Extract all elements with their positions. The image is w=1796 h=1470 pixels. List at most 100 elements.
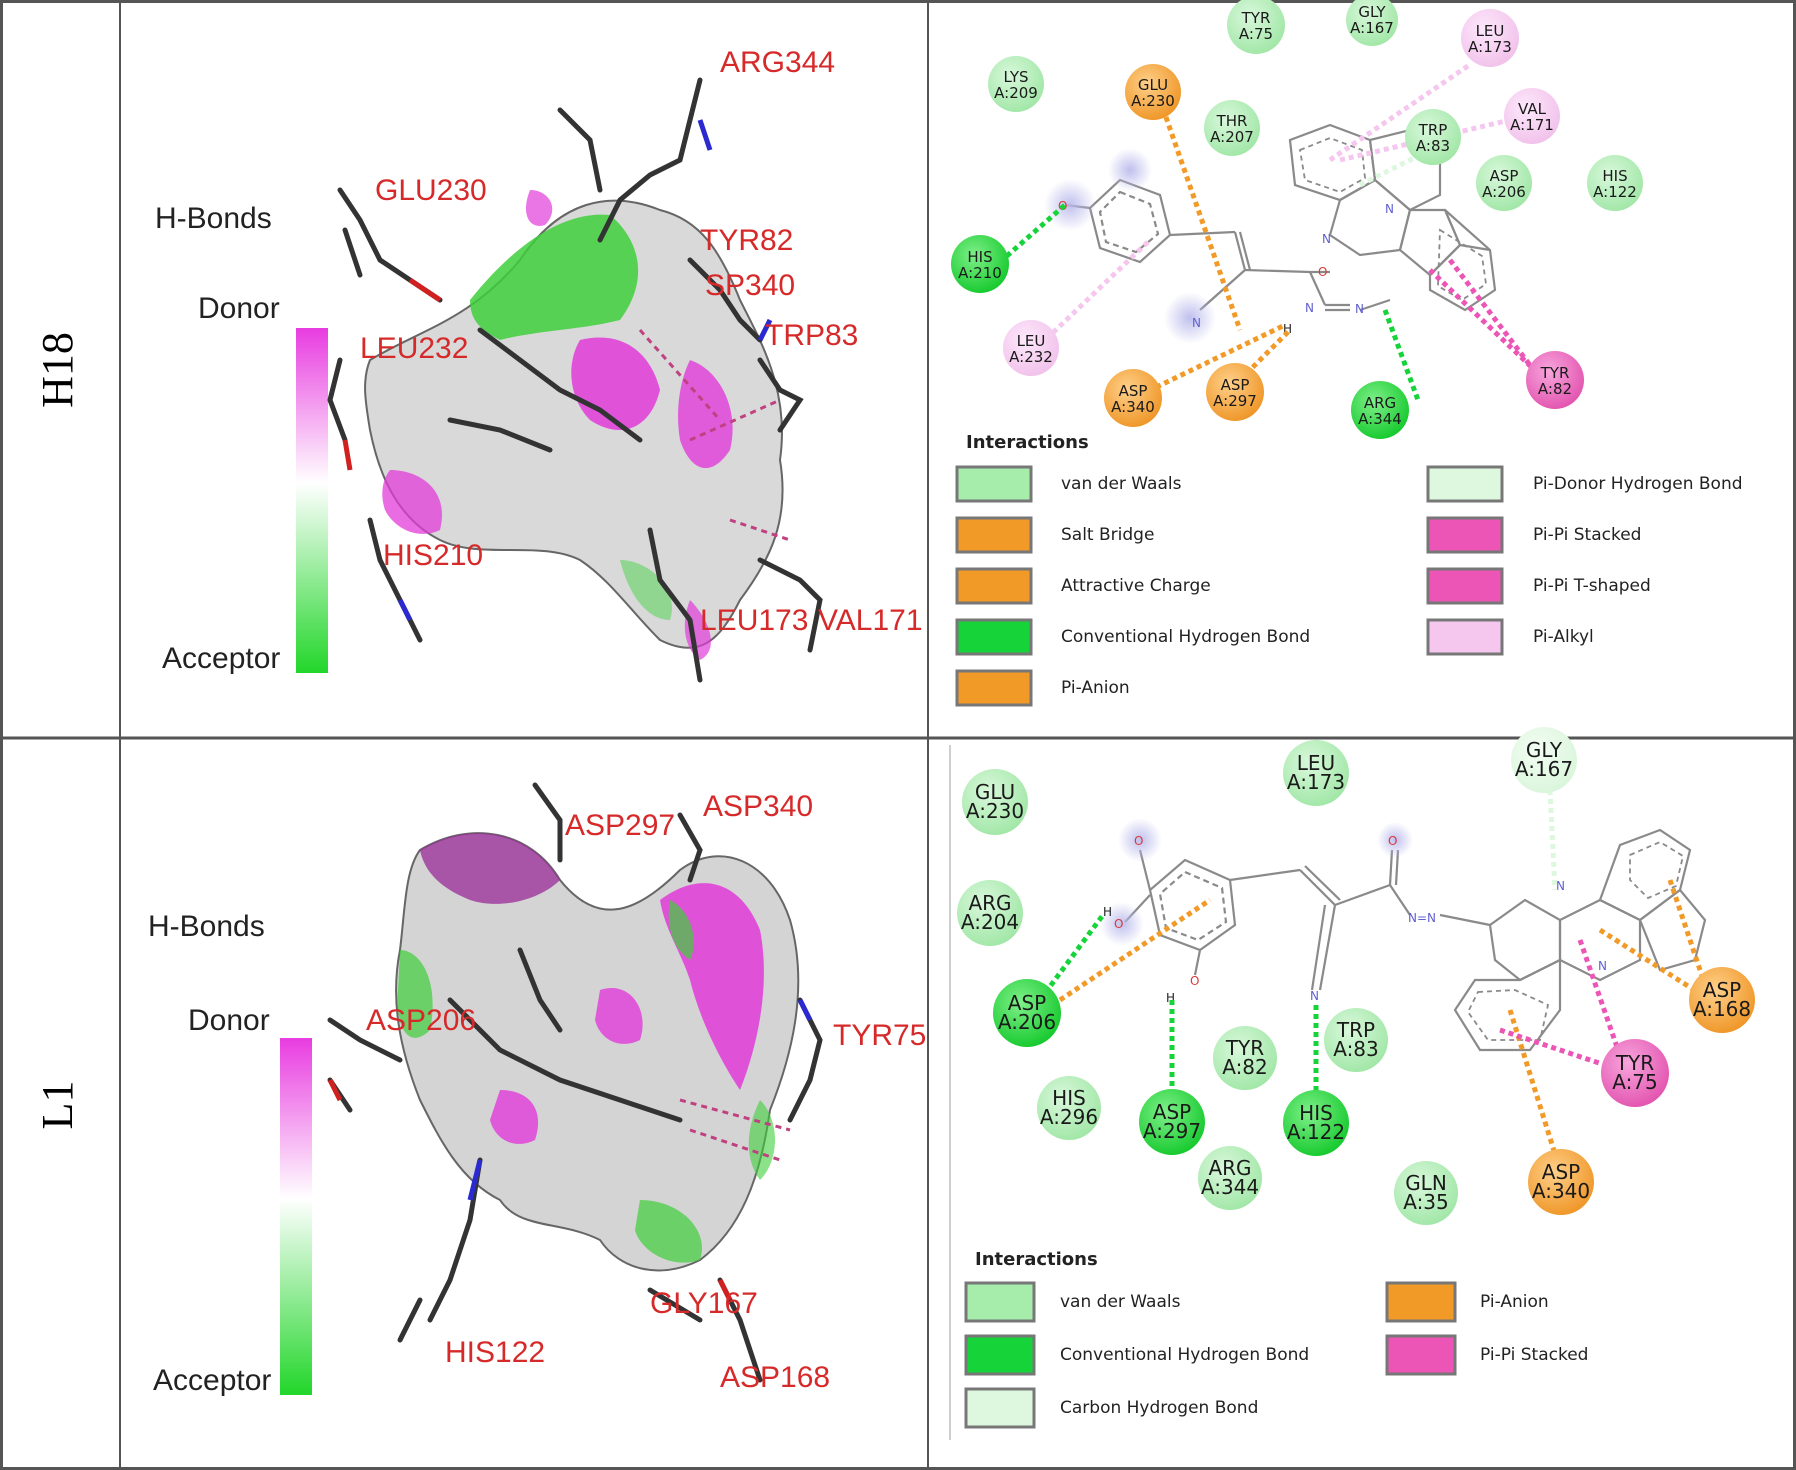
svg-text:H: H xyxy=(1103,905,1112,919)
svg-text:N: N xyxy=(1598,959,1607,973)
svg-text:GLU: GLU xyxy=(975,780,1015,804)
svg-text:O: O xyxy=(1388,834,1397,848)
svg-text:ASP: ASP xyxy=(1490,167,1519,185)
l1-3d-pocket: H-Bonds Donor Acceptor xyxy=(148,782,926,1397)
svg-text:LEU: LEU xyxy=(1297,751,1335,775)
svg-text:Conventional Hydrogen Bond: Conventional Hydrogen Bond xyxy=(1060,1345,1309,1365)
svg-text:A:82: A:82 xyxy=(1538,380,1572,398)
svg-text:van der Waals: van der Waals xyxy=(1060,1292,1181,1312)
pocket-res-label: TYR82 xyxy=(700,224,793,257)
pocket-res-label: SP340 xyxy=(705,269,795,302)
svg-text:A:35: A:35 xyxy=(1403,1190,1449,1214)
svg-text:A:209: A:209 xyxy=(994,84,1038,102)
svg-text:GLN: GLN xyxy=(1405,1171,1447,1195)
svg-text:Conventional Hydrogen Bond: Conventional Hydrogen Bond xyxy=(1061,627,1310,647)
legend-item: Pi-Pi Stacked xyxy=(1426,516,1641,554)
svg-text:GLY: GLY xyxy=(1358,3,1386,21)
svg-text:A:173: A:173 xyxy=(1468,38,1512,56)
svg-text:A:204: A:204 xyxy=(961,910,1019,934)
svg-text:A:206: A:206 xyxy=(1482,183,1526,201)
svg-text:A:207: A:207 xyxy=(1210,128,1254,146)
svg-text:HIS: HIS xyxy=(1052,1086,1086,1110)
hbonds-label: H-Bonds xyxy=(155,202,272,235)
svg-text:TYR: TYR xyxy=(1540,364,1570,382)
svg-text:Pi-Pi Stacked: Pi-Pi Stacked xyxy=(1480,1345,1588,1365)
pocket-res-label: GLY167 xyxy=(650,1287,758,1320)
svg-text:A:296: A:296 xyxy=(1040,1105,1098,1129)
l1-legend: Interactions van der Waals Conventional … xyxy=(964,1249,1588,1429)
hbond-color-scale xyxy=(296,328,328,673)
svg-text:N=N: N=N xyxy=(1408,911,1436,925)
svg-text:Pi-Alkyl: Pi-Alkyl xyxy=(1533,627,1594,647)
acceptor-label: Acceptor xyxy=(153,1364,271,1397)
pocket-res-label: HIS210 xyxy=(383,539,483,572)
legend-title: Interactions xyxy=(975,1249,1098,1270)
svg-text:Pi-Pi T-shaped: Pi-Pi T-shaped xyxy=(1533,576,1651,596)
svg-text:Salt Bridge: Salt Bridge xyxy=(1061,525,1154,545)
legend-title: Interactions xyxy=(966,432,1089,453)
svg-text:HIS: HIS xyxy=(1299,1101,1333,1125)
svg-text:ARG: ARG xyxy=(968,891,1011,915)
svg-text:N: N xyxy=(1556,879,1565,893)
svg-text:ASP: ASP xyxy=(1703,978,1741,1002)
pocket-res-label: ASP340 xyxy=(703,790,813,823)
svg-text:N: N xyxy=(1385,202,1394,216)
pocket-res-label: ASP297 xyxy=(565,809,675,842)
pocket-res-label: GLU230 xyxy=(375,174,487,207)
svg-text:THR: THR xyxy=(1216,112,1248,130)
donor-label: Donor xyxy=(198,292,280,325)
svg-text:H: H xyxy=(1283,322,1292,336)
legend-item: Pi-Pi T-shaped xyxy=(1426,567,1651,605)
legend-item: Attractive Charge xyxy=(955,567,1211,605)
svg-text:N: N xyxy=(1305,301,1314,315)
pocket-res-label: ASP168 xyxy=(720,1361,830,1394)
legend-item: Carbon Hydrogen Bond xyxy=(964,1387,1258,1429)
svg-text:A:230: A:230 xyxy=(1131,92,1175,110)
svg-text:Pi-Pi Stacked: Pi-Pi Stacked xyxy=(1533,525,1641,545)
svg-text:O: O xyxy=(1114,917,1123,931)
legend-item: van der Waals xyxy=(955,465,1182,503)
legend-item: Pi-Donor Hydrogen Bond xyxy=(1426,465,1743,503)
svg-text:ASP: ASP xyxy=(1008,991,1046,1015)
svg-text:A:167: A:167 xyxy=(1350,19,1394,37)
svg-text:HIS: HIS xyxy=(967,248,992,266)
svg-text:N: N xyxy=(1355,302,1364,316)
row-label-h18: H18 xyxy=(33,332,82,408)
h18-legend: Interactions van der Waals Salt Bridge A… xyxy=(955,432,1743,707)
svg-text:H: H xyxy=(1166,991,1175,1005)
svg-text:A:230: A:230 xyxy=(966,799,1024,823)
svg-text:HIS: HIS xyxy=(1602,167,1627,185)
svg-text:ARG: ARG xyxy=(1208,1156,1251,1180)
h18-3d-pocket: H-Bonds Donor Acceptor xyxy=(155,46,923,683)
svg-text:LEU: LEU xyxy=(1017,332,1046,350)
svg-text:A:82: A:82 xyxy=(1222,1055,1268,1079)
svg-text:LEU: LEU xyxy=(1476,22,1505,40)
pocket-res-label: LEU232 xyxy=(360,332,468,365)
svg-text:TYR: TYR xyxy=(1225,1036,1264,1060)
svg-text:ASP: ASP xyxy=(1221,376,1250,394)
svg-text:TYR: TYR xyxy=(1241,9,1271,27)
